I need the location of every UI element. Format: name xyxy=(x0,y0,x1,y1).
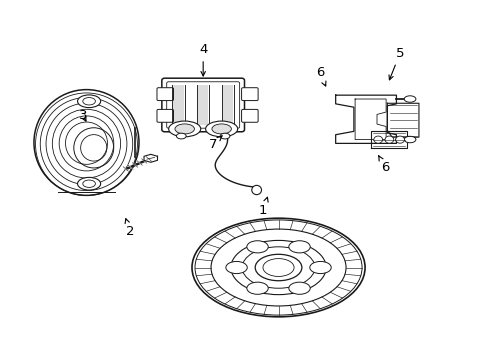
Polygon shape xyxy=(198,85,208,125)
Ellipse shape xyxy=(176,133,186,139)
Ellipse shape xyxy=(218,124,231,131)
Ellipse shape xyxy=(246,282,268,294)
Ellipse shape xyxy=(211,124,231,134)
Polygon shape xyxy=(223,85,233,125)
Text: 2: 2 xyxy=(125,219,134,238)
Polygon shape xyxy=(144,154,157,162)
Ellipse shape xyxy=(82,98,95,105)
Ellipse shape xyxy=(175,124,194,134)
Ellipse shape xyxy=(246,241,268,253)
Ellipse shape xyxy=(251,185,261,195)
Text: 6: 6 xyxy=(315,66,325,86)
Polygon shape xyxy=(173,85,183,125)
Ellipse shape xyxy=(205,121,237,137)
Text: 3: 3 xyxy=(79,109,87,122)
Text: 6: 6 xyxy=(378,156,389,174)
Polygon shape xyxy=(335,95,396,143)
Text: 5: 5 xyxy=(388,47,404,80)
Ellipse shape xyxy=(263,258,293,276)
Ellipse shape xyxy=(78,177,101,190)
Ellipse shape xyxy=(404,136,415,143)
Ellipse shape xyxy=(373,136,382,143)
Ellipse shape xyxy=(82,180,95,188)
Text: 4: 4 xyxy=(199,43,207,76)
FancyBboxPatch shape xyxy=(162,78,244,132)
Text: 1: 1 xyxy=(258,197,267,217)
Ellipse shape xyxy=(78,95,101,108)
FancyBboxPatch shape xyxy=(241,109,258,122)
Ellipse shape xyxy=(384,136,393,143)
Ellipse shape xyxy=(168,121,201,137)
Ellipse shape xyxy=(288,282,309,294)
FancyBboxPatch shape xyxy=(241,88,258,100)
Ellipse shape xyxy=(395,136,404,143)
Ellipse shape xyxy=(404,96,415,102)
FancyBboxPatch shape xyxy=(157,88,173,100)
Ellipse shape xyxy=(225,261,247,274)
Ellipse shape xyxy=(309,261,330,274)
Text: 7: 7 xyxy=(208,136,222,151)
Ellipse shape xyxy=(288,241,309,253)
Ellipse shape xyxy=(255,254,301,281)
FancyBboxPatch shape xyxy=(157,109,173,122)
Polygon shape xyxy=(386,103,418,137)
Polygon shape xyxy=(370,131,407,148)
Ellipse shape xyxy=(34,90,139,195)
Ellipse shape xyxy=(220,133,229,139)
